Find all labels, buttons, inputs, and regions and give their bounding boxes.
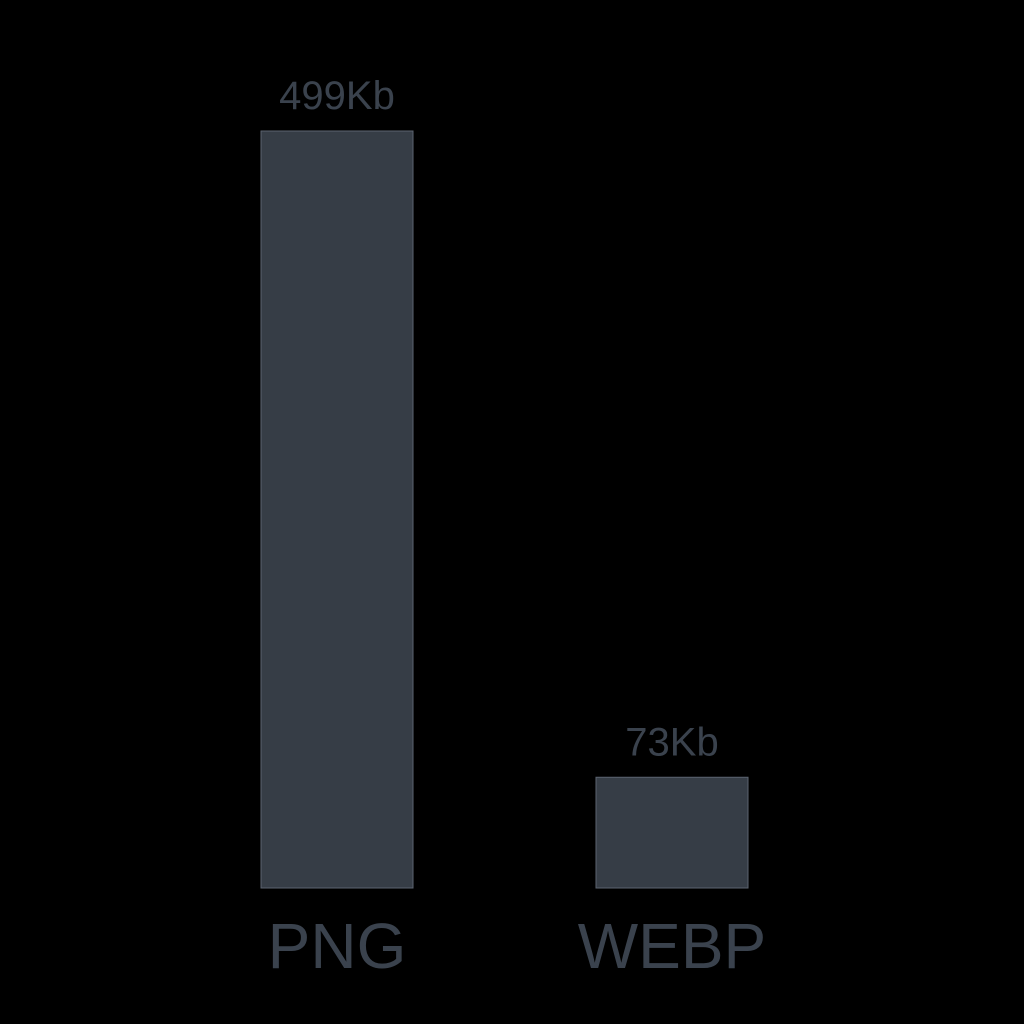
bar-png xyxy=(260,130,414,889)
labels-layer: 499Kb PNG 73Kb WEBP xyxy=(268,74,767,982)
value-label-webp: 73Kb xyxy=(625,720,718,764)
value-label-png: 499Kb xyxy=(279,74,395,118)
bar-webp xyxy=(595,776,749,889)
bars-layer xyxy=(260,130,749,889)
category-label-webp: WEBP xyxy=(578,910,766,982)
category-label-png: PNG xyxy=(268,910,407,982)
